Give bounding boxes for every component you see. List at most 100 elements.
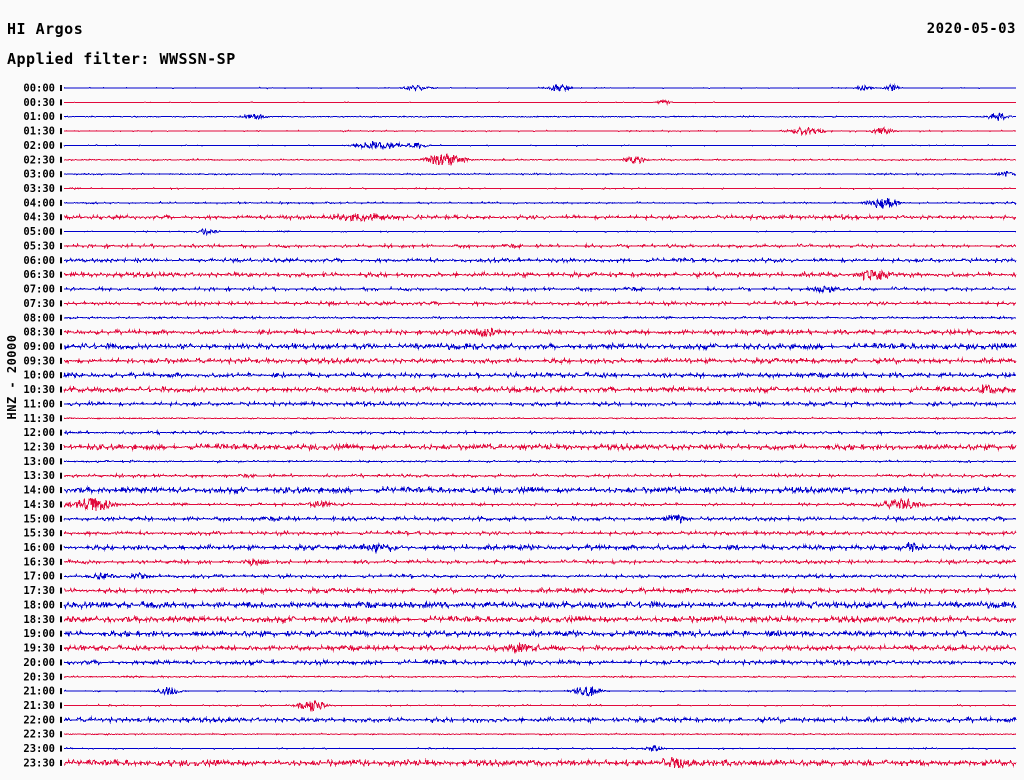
- trace-line: [63, 557, 1017, 567]
- row-time-label: 10:00: [23, 370, 55, 382]
- row-tick: [60, 329, 62, 336]
- row-time-label: 00:00: [23, 83, 55, 95]
- row-time-label: 02:30: [23, 154, 55, 166]
- trace-line: [63, 642, 1017, 654]
- row-tick: [60, 702, 62, 709]
- row-tick: [60, 601, 62, 608]
- trace-line: [63, 658, 1017, 667]
- row-time-label: 21:30: [23, 700, 55, 712]
- trace-line: [63, 586, 1017, 596]
- row-tick: [60, 85, 62, 91]
- trace-line: [63, 399, 1017, 408]
- trace-line: [63, 327, 1017, 339]
- row-tick: [60, 616, 62, 623]
- station-title: HI Argos: [7, 20, 84, 38]
- row-time-label: 09:30: [23, 355, 55, 367]
- trace-line: [63, 186, 1017, 191]
- row-tick: [60, 688, 62, 695]
- row-tick: [60, 458, 62, 465]
- row-time-label: 20:30: [23, 671, 55, 683]
- trace-line: [63, 98, 1016, 106]
- row-time-label: 01:00: [23, 111, 55, 123]
- row-time-label: 20:00: [23, 657, 55, 669]
- row-tick: [60, 759, 62, 766]
- row-tick: [60, 99, 62, 106]
- trace-line: [63, 227, 1017, 237]
- row-tick: [60, 300, 62, 307]
- row-tick: [60, 228, 62, 235]
- trace-line: [63, 141, 1017, 151]
- row-tick: [60, 501, 62, 508]
- trace-line: [63, 315, 1017, 321]
- row-tick: [60, 314, 62, 321]
- trace-line: [63, 197, 1017, 209]
- trace-line: [63, 212, 1017, 223]
- row-tick: [60, 673, 62, 680]
- row-time-label: 07:30: [23, 298, 55, 310]
- row-time-label: 21:00: [23, 686, 55, 698]
- row-time-label: 18:00: [23, 599, 55, 611]
- row-tick: [60, 142, 62, 149]
- row-tick: [60, 343, 62, 350]
- row-time-label: 01:30: [23, 126, 55, 138]
- trace-line: [63, 416, 1017, 421]
- row-tick: [60, 128, 62, 135]
- trace-line: [63, 699, 1017, 712]
- row-time-label: 19:00: [23, 628, 55, 640]
- row-tick: [60, 515, 62, 522]
- row-tick: [60, 113, 62, 120]
- row-tick: [60, 257, 62, 264]
- trace-line: [63, 256, 1017, 265]
- row-time-label: 15:30: [23, 528, 55, 540]
- row-time-label: 22:00: [23, 714, 55, 726]
- row-tick: [60, 171, 62, 178]
- trace-line: [63, 485, 1017, 495]
- row-tick: [60, 400, 62, 407]
- trace-line: [63, 541, 1017, 554]
- row-tick: [60, 415, 62, 422]
- trace-line: [63, 170, 1017, 177]
- row-time-label: 11:00: [23, 398, 55, 410]
- row-time-label: 23:00: [23, 743, 55, 755]
- row-tick: [60, 429, 62, 436]
- trace-line: [63, 285, 1017, 294]
- row-time-label: 02:00: [23, 140, 55, 152]
- row-time-label: 16:30: [23, 556, 55, 568]
- trace-line: [63, 732, 1017, 736]
- trace-line: [63, 686, 1017, 697]
- row-tick: [60, 630, 62, 637]
- trace-line: [63, 126, 1017, 137]
- row-tick: [60, 645, 62, 652]
- row-time-label: 15:00: [23, 513, 55, 525]
- row-time-label: 13:30: [23, 470, 55, 482]
- row-tick: [60, 444, 62, 450]
- trace-line: [63, 384, 1017, 395]
- trace-line: [63, 497, 1017, 512]
- applied-filter-label: Applied filter: WWSSN-SP: [7, 50, 236, 68]
- row-tick: [60, 214, 62, 221]
- trace-line: [63, 299, 1017, 308]
- row-tick: [60, 659, 62, 666]
- row-time-label: 05:00: [23, 226, 55, 238]
- trace-line: [63, 472, 1017, 480]
- trace-line: [63, 513, 1017, 524]
- row-time-label: 06:00: [23, 255, 55, 267]
- row-tick: [60, 372, 62, 379]
- row-tick: [60, 185, 62, 192]
- trace-line: [63, 756, 1017, 770]
- trace-line: [63, 744, 1017, 753]
- trace-line: [63, 370, 1017, 380]
- row-tick: [60, 731, 62, 738]
- row-time-label: 04:00: [23, 197, 55, 209]
- row-tick: [60, 716, 62, 723]
- row-time-label: 06:30: [23, 269, 55, 281]
- row-time-label: 17:30: [23, 585, 55, 597]
- row-tick: [60, 487, 62, 494]
- row-tick: [60, 573, 62, 580]
- row-time-label: 04:30: [23, 212, 55, 224]
- row-time-label: 08:00: [23, 312, 55, 324]
- row-time-label: 07:00: [23, 284, 55, 296]
- row-tick: [60, 242, 62, 249]
- row-tick: [60, 558, 62, 565]
